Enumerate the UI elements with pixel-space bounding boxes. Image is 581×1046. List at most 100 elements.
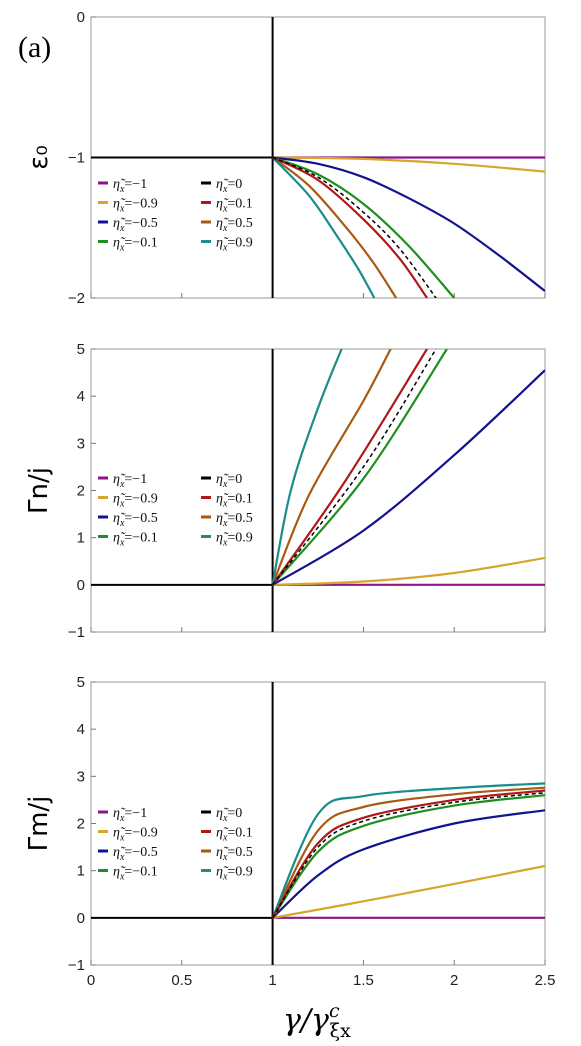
legend-value: =−0.1 <box>124 236 157 251</box>
legend-subscript: x <box>119 243 125 254</box>
series-line-0p1 <box>272 156 428 298</box>
y-tick-label: −1 <box>68 957 85 974</box>
legend-subscript: x <box>222 479 228 490</box>
legend-value: =0.9 <box>227 865 252 880</box>
legend-subscript: x <box>222 538 228 549</box>
legend-subscript: x <box>119 479 125 490</box>
legend-value: =−0.9 <box>124 197 157 212</box>
legend-value: =0.5 <box>227 216 252 231</box>
legend-value: =0 <box>227 177 242 192</box>
legend-subscript: x <box>119 538 125 549</box>
y-tick-label: 1 <box>77 530 85 547</box>
legend-label--1: η̃x=−1 <box>113 177 147 195</box>
y-tick-label: −2 <box>68 290 85 307</box>
x-tick-label: 2 <box>450 972 458 989</box>
y-tick-label: 4 <box>77 388 85 405</box>
series-group <box>91 17 545 298</box>
y-tick-label: 3 <box>77 435 85 452</box>
legend-subscript: x <box>119 518 125 529</box>
series-line--0p5 <box>271 809 545 919</box>
series-line-0p9 <box>271 156 376 298</box>
legend-subscript: x <box>119 813 125 824</box>
series-line-0p1 <box>271 349 428 586</box>
gamma-n-panel: 5 4 3 2 1 0 −1 Γn/j η̃x=−1 η̃x=−0.9η̃x=−0.5 η̃x=−0… <box>24 341 546 641</box>
legend-label--1: η̃x=−1 <box>113 472 147 490</box>
legend-label--0p1: η̃x=−0.1 <box>113 865 158 883</box>
legend-label--0p9: η̃x=−0.9 <box>113 197 158 215</box>
legend-label-0p5: η̃x=0.5 <box>216 511 253 529</box>
series-line--0p1 <box>271 349 448 586</box>
legend-value: =−0.9 <box>124 492 157 507</box>
legend-subscript: x <box>119 204 125 215</box>
legend-subscript: x <box>222 204 228 215</box>
legend-label-0: η̃x=0 <box>216 472 242 490</box>
series-line--0p5 <box>272 156 545 292</box>
legend-label--0p5: η̃x=−0.5 <box>113 216 158 234</box>
legend-label--0p5: η̃x=−0.5 <box>113 845 158 863</box>
epsilon-panel: 0 −1 −2 ε₀ η̃x=−1 η̃x=−0.9η̃x=−0.5 η̃x=−0.1 η̃x… <box>24 9 546 307</box>
series-line-0p9 <box>271 349 343 586</box>
y-tick-label: 0 <box>77 910 85 927</box>
legend-value: =−1 <box>124 472 147 487</box>
series-line-0p5 <box>271 156 398 298</box>
plot-frame <box>90 348 546 633</box>
legend-value: =0.1 <box>227 826 252 841</box>
legend-value: =−0.1 <box>124 865 157 880</box>
legend-label-0p5: η̃x=0.5 <box>216 216 253 234</box>
legend-value: =−1 <box>124 177 147 192</box>
series-line-0p5 <box>271 349 392 586</box>
series-line-0 <box>272 156 437 298</box>
y-tick-label: −1 <box>68 150 85 167</box>
x-axis-label-main: γ/γ <box>283 1003 329 1038</box>
legend-label--0p5: η̃x=−0.5 <box>113 511 158 529</box>
series-line-0p9 <box>271 782 545 919</box>
legend-label--0p9: η̃x=−0.9 <box>113 492 158 510</box>
legend-label-0: η̃x=0 <box>216 177 242 195</box>
legend-value: =−0.5 <box>124 511 157 526</box>
legend-label--0p9: η̃x=−0.9 <box>113 826 158 844</box>
x-axis-label-sup: c <box>329 1000 340 1022</box>
x-tick-label: 1 <box>268 972 276 989</box>
series-group <box>91 682 545 965</box>
legend-label--1: η̃x=−1 <box>113 806 147 824</box>
legend-value: =−0.5 <box>124 216 157 231</box>
legend-label-0p1: η̃x=0.1 <box>216 197 253 215</box>
legend-label-0: η̃x=0 <box>216 806 242 824</box>
x-tick-label: 0 <box>87 972 95 989</box>
y-axis-label: Γn/j <box>24 467 54 514</box>
legend-subscript: x <box>222 518 228 529</box>
legend-subscript: x <box>119 223 125 234</box>
y-tick-label: 4 <box>77 721 85 738</box>
y-tick-label: 1 <box>77 863 85 880</box>
legend-label-0p9: η̃x=0.9 <box>216 865 253 883</box>
y-axis-label: Γm/j <box>24 796 54 852</box>
legend-label-0p1: η̃x=0.1 <box>216 826 253 844</box>
y-tick-label: 5 <box>77 341 85 358</box>
legend-subscript: x <box>222 499 228 510</box>
series-line-0 <box>272 349 437 586</box>
legend-label-0p9: η̃x=0.9 <box>216 531 253 549</box>
legend-subscript: x <box>222 813 228 824</box>
legend-value: =0.9 <box>227 531 252 546</box>
legend-subscript: x <box>222 184 228 195</box>
x-axis-label-sub: ξx <box>330 1020 351 1042</box>
legend-value: =−0.1 <box>124 531 157 546</box>
legend-label-0p9: η̃x=0.9 <box>216 236 253 254</box>
legend-subscript: x <box>119 872 125 883</box>
legend-value: =0 <box>227 472 242 487</box>
x-axis-label: γ/γc ξx <box>283 1000 351 1042</box>
y-tick-label: 2 <box>77 816 85 833</box>
legend-label-0p1: η̃x=0.1 <box>216 492 253 510</box>
series-line-0p1 <box>271 789 545 919</box>
series-line--0p9 <box>272 864 545 919</box>
y-tick-label: 3 <box>77 768 85 785</box>
x-tick-label: 0.5 <box>171 972 192 989</box>
series-line-0p5 <box>271 786 545 919</box>
legend-value: =0 <box>227 806 242 821</box>
series-line--0p1 <box>271 794 545 919</box>
legend-subscript: x <box>119 833 125 844</box>
legend-subscript: x <box>119 184 125 195</box>
legend-subscript: x <box>222 833 228 844</box>
